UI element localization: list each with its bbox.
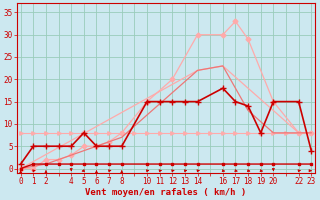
X-axis label: Vent moyen/en rafales ( km/h ): Vent moyen/en rafales ( km/h ) — [85, 188, 247, 197]
